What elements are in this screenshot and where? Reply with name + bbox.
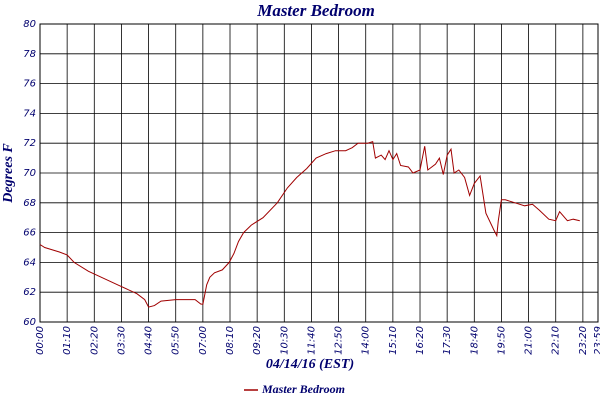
- x-tick-label: 00:00: [35, 326, 46, 355]
- legend-label: Master Bedroom: [261, 382, 345, 396]
- y-tick-label: 70: [23, 168, 36, 179]
- x-tick-label: 17:30: [442, 326, 453, 355]
- y-tick-label: 68: [23, 198, 36, 209]
- y-tick-label: 80: [23, 19, 36, 30]
- x-tick-label: 11:40: [306, 326, 317, 355]
- x-tick-label: 18:40: [469, 326, 480, 355]
- x-tick-label: 12:50: [334, 326, 345, 355]
- x-tick-label: 09:20: [252, 326, 263, 355]
- y-tick-label: 76: [23, 79, 36, 90]
- x-tick-label: 23:20: [578, 326, 589, 355]
- plot-border: [39, 23, 599, 323]
- data-line: [39, 141, 580, 308]
- x-tick-label: 04:40: [144, 326, 155, 355]
- x-tick-label: 10:30: [279, 326, 290, 355]
- x-axis-label: 04/14/16 (EST): [266, 357, 354, 372]
- x-tick-label: 22:10: [551, 326, 562, 355]
- y-tick-label: 64: [23, 257, 36, 268]
- x-tick-label: 02:20: [89, 326, 100, 355]
- y-tick-label: 62: [23, 287, 36, 298]
- x-tick-label: 19:50: [496, 326, 507, 355]
- y-tick-label: 72: [23, 138, 36, 149]
- x-tick-label: 23:59: [593, 326, 600, 355]
- y-tick-label: 74: [23, 108, 36, 119]
- x-tick-label: 08:10: [225, 326, 236, 355]
- x-tick-label: 21:00: [524, 326, 535, 355]
- x-tick-label: 01:10: [62, 326, 73, 355]
- x-tick-label: 16:20: [415, 326, 426, 355]
- y-axis-label: Degrees F: [1, 143, 16, 204]
- x-tick-label: 14:00: [361, 326, 372, 355]
- y-tick-label: 60: [23, 317, 36, 328]
- chart-title: Master Bedroom: [256, 1, 375, 20]
- y-tick-label: 66: [23, 228, 36, 239]
- y-tick-label: 78: [23, 49, 36, 60]
- x-tick-label: 03:30: [116, 326, 127, 355]
- x-tick-label: 15:10: [388, 326, 399, 355]
- x-tick-label: 05:50: [171, 326, 182, 355]
- x-tick-label: 07:00: [198, 326, 209, 355]
